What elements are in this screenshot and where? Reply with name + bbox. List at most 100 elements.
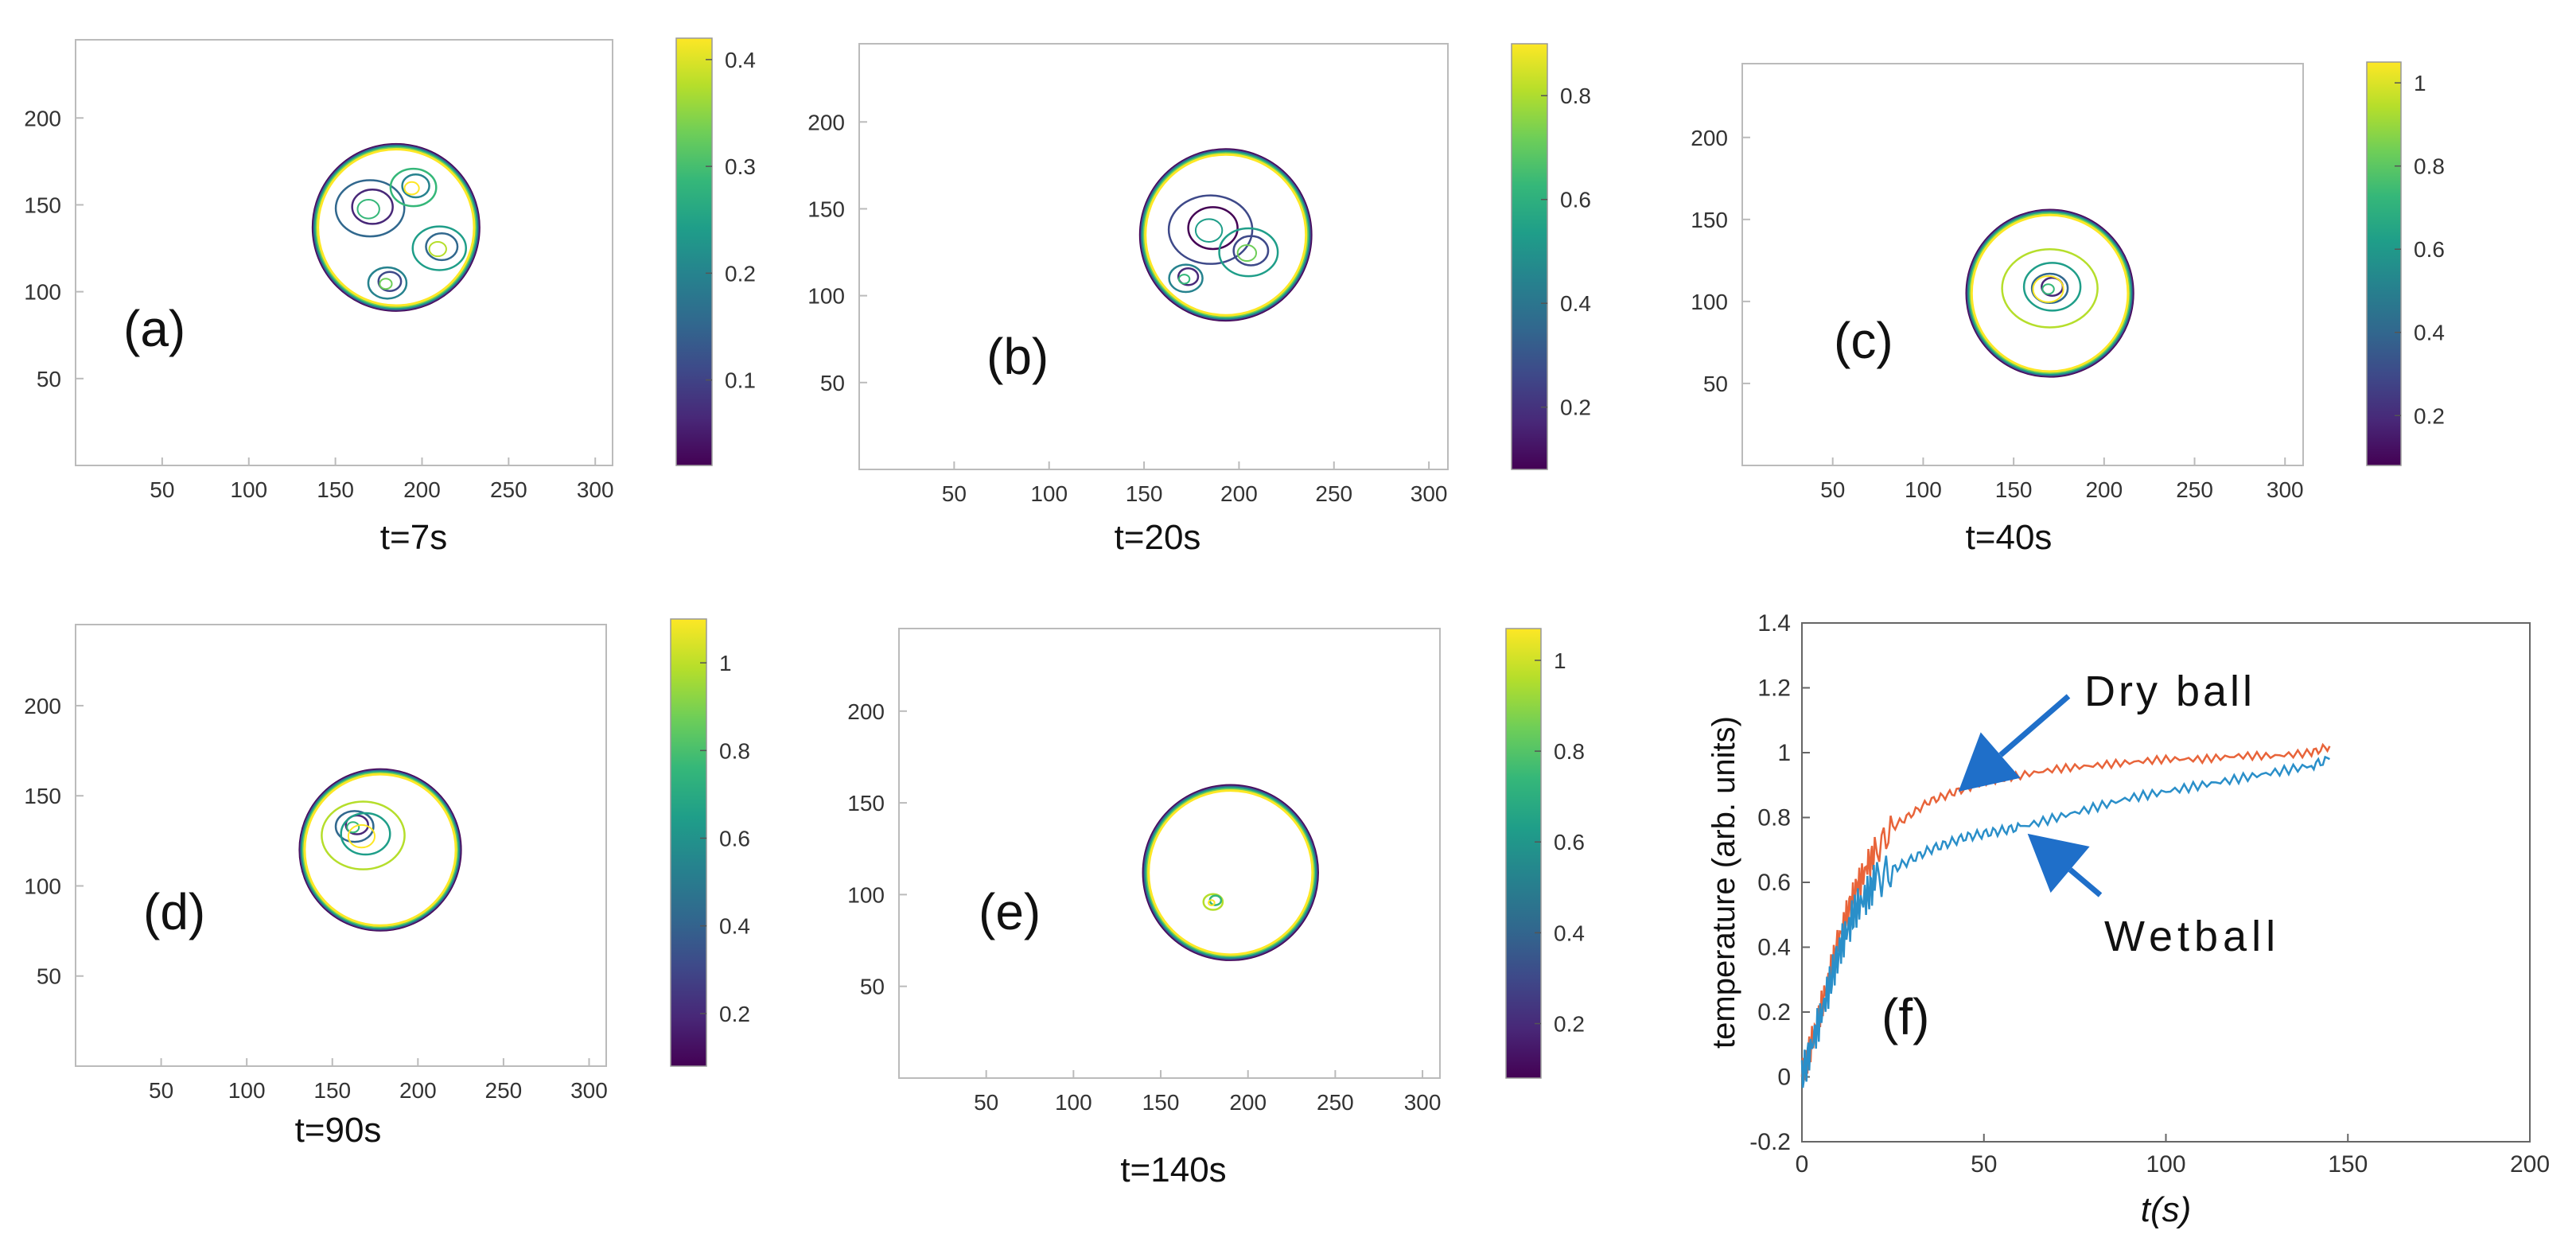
y-tick-label: 100 <box>24 874 61 898</box>
x-tick-label: 300 <box>1411 481 1448 506</box>
plot-frame <box>858 43 1449 470</box>
y-tick-label: 0.2 <box>1757 999 1791 1026</box>
panel-label: (b) <box>986 328 1049 385</box>
x-tick-label: 50 <box>1820 477 1845 502</box>
colorbar-tick-label: 0.4 <box>1560 291 1591 316</box>
y-tick-label: 100 <box>1691 290 1728 314</box>
y-tick-label: 200 <box>24 106 61 130</box>
interior-contour <box>1208 899 1216 906</box>
colorbar-tick-label: 1 <box>1554 648 1566 673</box>
interior-contour <box>401 173 430 199</box>
y-tick-label: 100 <box>807 284 845 309</box>
y-tick-label: 1.4 <box>1757 610 1791 637</box>
colorbar-tick-label: 0.8 <box>1560 84 1591 108</box>
interior-contour <box>356 199 380 220</box>
panel-a: 50 100 150 200 250 300 50 100 150 200 (a) t=7s 0.1 0.… <box>24 37 756 557</box>
colorbar-tick-label: 0.1 <box>725 368 756 393</box>
y-tick-label: 50 <box>860 975 885 999</box>
x-tick-label: 200 <box>403 477 441 502</box>
interior-contour <box>321 800 406 870</box>
x-tick-label: 150 <box>2328 1151 2368 1178</box>
y-tick-label: 150 <box>1691 208 1728 232</box>
droplet-contour <box>1967 211 2132 376</box>
interior-contour <box>1202 893 1224 911</box>
x-tick-label: 50 <box>150 477 174 502</box>
x-tick-label: 150 <box>1142 1090 1180 1115</box>
y-tick-label: 200 <box>847 699 885 724</box>
interior-contour <box>403 181 420 196</box>
x-tick-label: 300 <box>577 477 614 502</box>
droplet-contour <box>317 148 476 307</box>
panel-b: 50 100 150 200 250 300 50 100 150 200 (b) t=20s 0.2 0… <box>807 43 1591 557</box>
droplet-contour <box>1147 789 1314 956</box>
y-tick-label: 1.2 <box>1757 675 1791 702</box>
colorbar-tick-label: 0.8 <box>719 738 750 763</box>
panel-caption: t=20s <box>1115 518 1201 557</box>
y-tick-label: 150 <box>24 193 61 217</box>
interior-contour <box>1167 194 1254 265</box>
x-tick-label: 100 <box>1905 477 1942 502</box>
plot-frame <box>1741 63 2304 466</box>
plot-frame <box>75 39 613 466</box>
wet-ball-series <box>1800 755 2330 1088</box>
droplet-contour <box>313 145 478 310</box>
x-tick-label: 200 <box>2510 1151 2550 1178</box>
x-tick-label: 300 <box>570 1078 608 1103</box>
colorbar-tick-label: 0.4 <box>719 914 750 939</box>
interior-contour <box>1168 263 1204 294</box>
colorbar <box>670 618 707 1067</box>
y-axis-label: temperature (arb. units) <box>1706 716 1741 1049</box>
colorbar <box>1511 43 1548 470</box>
interior-contour <box>340 812 391 856</box>
panel-d: 50 100 150 200 250 300 50 100 150 200 (d) t=90s 0.2 0… <box>24 618 750 1150</box>
colorbar-tick-label: 0.2 <box>2414 403 2445 428</box>
interior-contour <box>377 271 403 292</box>
wet-ball-arrow-shaft <box>2068 867 2103 897</box>
interior-contour <box>2030 272 2069 305</box>
x-axis-label: t(s) <box>2141 1190 2192 1229</box>
panel-caption: t=140s <box>1120 1150 1226 1189</box>
x-tick-label: 150 <box>313 1078 351 1103</box>
panel-c: 50 100 150 200 250 300 50 100 150 200 (c) t=40s 0.2 0… <box>1691 61 2445 557</box>
plot-frame <box>898 628 1441 1079</box>
interior-contour <box>411 225 468 271</box>
interior-contour <box>379 278 393 290</box>
x-tick-label: 250 <box>1315 481 1352 506</box>
x-tick-label: 150 <box>317 477 354 502</box>
colorbar-tick-label: 1 <box>2414 71 2426 95</box>
droplet-contour <box>1146 788 1315 957</box>
colorbar <box>1505 628 1542 1079</box>
y-tick-label: 50 <box>1703 372 1728 396</box>
x-tick-label: 100 <box>230 477 267 502</box>
colorbar <box>675 37 713 466</box>
y-tick-label: 50 <box>37 367 61 391</box>
colorbar-tick-label: 0.2 <box>719 1002 750 1026</box>
panel-label: (e) <box>979 883 1041 940</box>
colorbar-tick-label: 0.2 <box>1560 395 1591 420</box>
panel-label: (a) <box>123 300 185 357</box>
x-tick-label: 100 <box>1030 481 1068 506</box>
interior-contour <box>347 823 376 849</box>
y-tick-label: 1 <box>1777 740 1791 766</box>
plot-frame <box>75 624 607 1067</box>
y-tick-label: 200 <box>24 694 61 718</box>
x-tick-label: 250 <box>490 477 527 502</box>
interior-contour <box>1177 274 1191 285</box>
x-tick-label: 50 <box>1971 1151 1997 1178</box>
interior-contour <box>428 240 447 258</box>
dry-ball-arrow-head <box>1958 732 2021 792</box>
colorbar-tick-label: 0.4 <box>2414 321 2445 345</box>
droplet-contour <box>1142 150 1310 319</box>
x-tick-label: 100 <box>228 1078 266 1103</box>
x-tick-label: 100 <box>2146 1151 2185 1178</box>
interior-contour <box>1236 244 1258 263</box>
colorbar-tick-label: 0.6 <box>2414 237 2445 262</box>
panel-f: 0 50 100 150 200-0.200.20.40.60.811.21.4t(s)… <box>1706 610 2550 1229</box>
x-tick-label: 50 <box>149 1078 173 1103</box>
y-tick-label: 100 <box>847 882 885 907</box>
interior-contour <box>425 232 459 262</box>
panel-caption: t=40s <box>1966 518 2053 557</box>
interior-contour <box>2022 262 2082 312</box>
panel-label: (d) <box>143 883 205 940</box>
droplet-contour <box>1970 213 2130 373</box>
